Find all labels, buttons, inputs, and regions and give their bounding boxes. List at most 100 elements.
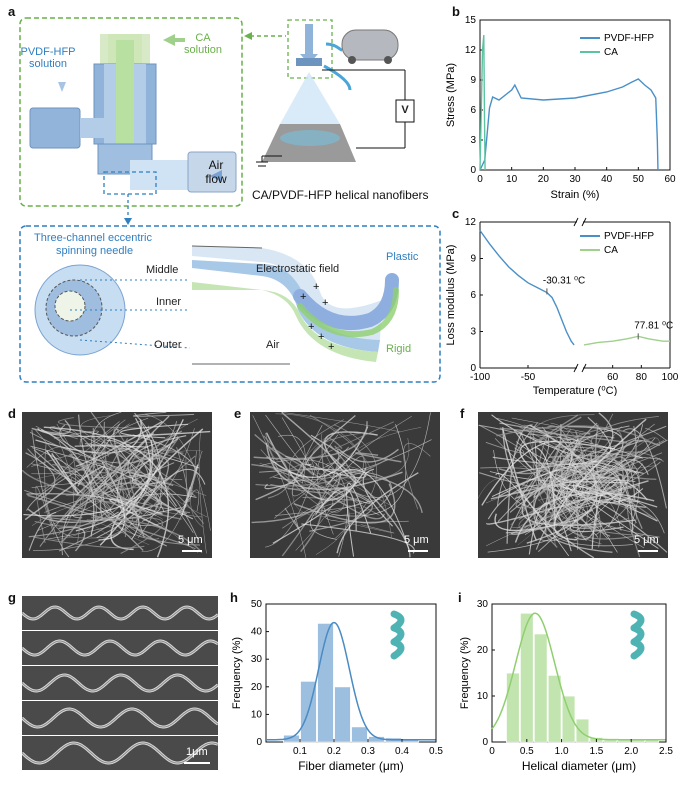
fiber-strand [28, 511, 57, 551]
fiber-strand [109, 498, 172, 533]
helical-fiber-core [21, 708, 219, 728]
x-tick-label: 0 [489, 746, 495, 757]
axis-break-mark [573, 217, 579, 227]
fiber-strand [119, 423, 189, 439]
fiber-strand [33, 449, 144, 551]
fiber-strand [626, 498, 641, 558]
scale-bar-f [638, 550, 658, 552]
fiber-strand [516, 433, 581, 498]
fiber-strand [554, 425, 667, 463]
needle-detail-box [19, 225, 441, 383]
histogram-bar [533, 633, 548, 743]
sem-image-e: 5 μm [250, 412, 440, 558]
panel-label-c: c [452, 206, 460, 221]
fiber-strand [315, 437, 410, 480]
fiber-strand [506, 424, 533, 544]
histogram-bar [547, 674, 562, 743]
fiber-strand [345, 522, 395, 534]
fiber-strand [622, 428, 667, 509]
fiber-strand [546, 428, 644, 536]
fiber-strand [515, 441, 636, 482]
stress-strain-chart: 0 10 20 30 40 50 60 0 3 6 9 12 15 Strain (%) Stress (M… [445, 15, 676, 201]
fiber-strand [309, 486, 373, 532]
fiber-strand [496, 425, 656, 446]
fiber-strand [106, 474, 199, 540]
fiber-strand [185, 450, 197, 502]
annotation-0: -30.31 ⁰C [543, 275, 585, 286]
scale-label-d: 5 μm [178, 534, 203, 546]
fiber-strand [533, 449, 613, 553]
svg-text:+: + [308, 321, 314, 333]
histogram-bar [561, 695, 576, 743]
voltage-label: V [401, 104, 409, 116]
x-axis-label: Temperature (⁰C) [533, 385, 618, 396]
x-tick-label: 20 [538, 174, 550, 185]
fiber-strand [520, 431, 575, 529]
ca-solution-label-1: CA [195, 32, 211, 44]
fiber-strand [572, 484, 659, 549]
air-flow-label-1: Air [208, 158, 224, 172]
svg-text:+: + [313, 281, 319, 293]
helical-fiber-images: 1μm [20, 596, 220, 772]
fiber-strand [102, 438, 201, 546]
y-tick-label: 20 [251, 682, 263, 693]
series-line-1 [583, 335, 670, 346]
scale-bar-e [408, 550, 428, 552]
y-tick-label: 0 [470, 165, 476, 176]
fiber-strand [487, 484, 668, 553]
fiber-strand [315, 487, 357, 531]
fiber-strand [519, 451, 664, 514]
fiber-strand [75, 420, 163, 467]
fiber-strand [253, 421, 368, 460]
x-axis-label: Helical diameter (μm) [522, 759, 636, 773]
fiber-strand [514, 492, 655, 543]
sem-image-f: 5 μm [478, 412, 668, 558]
svg-text:+: + [322, 297, 328, 309]
fiber-strand [576, 439, 668, 542]
y-tick-label: 15 [465, 15, 477, 26]
panel-label-d: d [8, 406, 16, 421]
fiber-strand [24, 465, 105, 521]
fiber-strand [560, 474, 624, 527]
x-tick-label: 0.3 [361, 746, 375, 757]
sem-image-d: 5 μm [22, 412, 212, 558]
fiber-strand [58, 465, 150, 552]
fiber-strand [325, 498, 409, 523]
y-axis-label: Frequency (%) [459, 637, 471, 709]
rigid-label: Rigid [386, 343, 412, 355]
plot-frame [265, 603, 437, 743]
series-line-1 [479, 34, 486, 171]
y-tick-label: 30 [251, 654, 263, 665]
panel-label-e: e [234, 406, 242, 421]
y-tick-label: 0 [470, 363, 476, 374]
histogram-bar [351, 726, 368, 743]
fiber-strand [508, 438, 573, 532]
legend-label-1: CA [604, 47, 618, 58]
series-line-0 [479, 230, 575, 346]
x-tick-label: 0 [477, 174, 483, 185]
x-tick-label: 80 [636, 372, 648, 383]
helical-fiber-core [21, 674, 219, 692]
fiber-strand [479, 426, 637, 493]
needle-zoom-marker [103, 171, 157, 195]
field-label: Electrostatic field [256, 263, 340, 275]
fiber-strand [566, 465, 626, 508]
y-tick-label: 9 [470, 254, 476, 265]
device-zoom-box [19, 17, 243, 207]
fiber-strand [335, 427, 422, 493]
x-tick-label: 10 [506, 174, 518, 185]
fiber-strand [275, 413, 393, 539]
histogram-bar [519, 612, 534, 743]
y-tick-label: 12 [465, 45, 477, 56]
fiber-strand [321, 437, 343, 487]
fiber-strand [32, 536, 145, 549]
helical-fiber-core [21, 742, 219, 764]
x-tick-label: 1.5 [589, 746, 603, 757]
fiber-strand [521, 489, 636, 527]
fiber-strand [403, 443, 431, 510]
fiber-strand [536, 472, 646, 509]
scale-label-g: 1μm [186, 746, 208, 758]
axis-break-mark [581, 217, 587, 227]
pvdf-solution-label-1: PVDF-HFP [20, 46, 76, 58]
x-tick-label: 0.1 [293, 746, 307, 757]
